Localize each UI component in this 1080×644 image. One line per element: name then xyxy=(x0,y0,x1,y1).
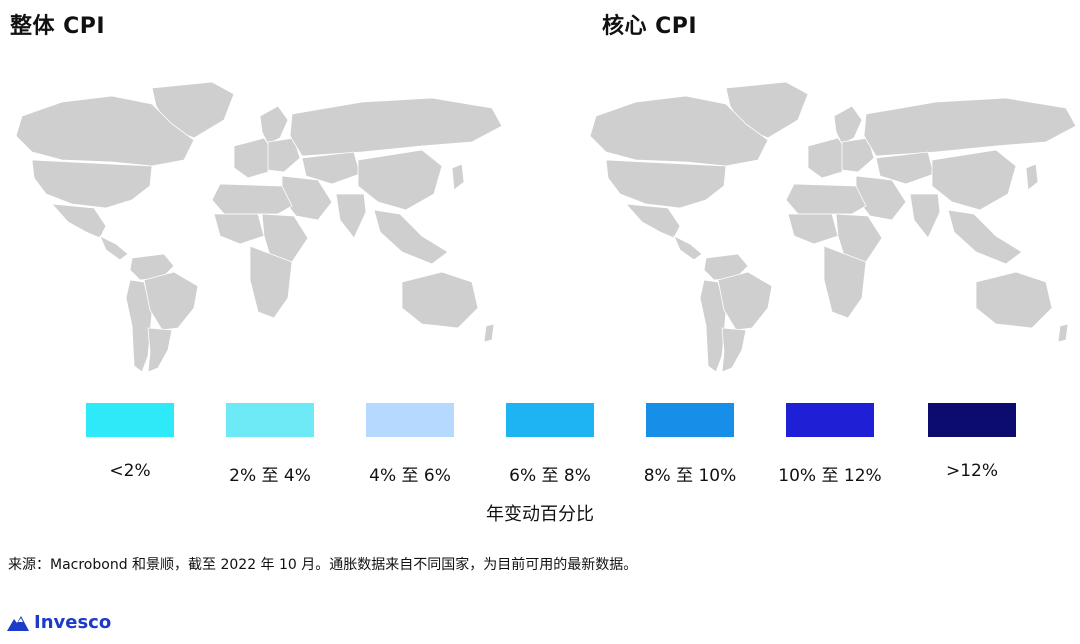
core-region-mexico xyxy=(625,203,681,239)
core-region-japan xyxy=(1025,163,1039,191)
core-cpi-map xyxy=(589,81,1077,373)
core-region-southeast-asia xyxy=(947,209,1023,265)
core-region-brazil xyxy=(717,271,773,331)
core-region-russia xyxy=(863,97,1077,157)
legend-label-0: <2% xyxy=(109,461,151,481)
legend-label-6: >12% xyxy=(945,461,999,481)
legend-caption: 年变动百分比 xyxy=(486,504,594,525)
headline-region-japan xyxy=(451,163,465,191)
core-region-india xyxy=(909,193,941,239)
headline-region-scandinavia xyxy=(259,105,289,145)
core-cpi-title: 核心 CPI xyxy=(602,14,698,39)
headline-region-eastern-europe xyxy=(267,137,301,173)
core-region-west-africa xyxy=(787,213,839,245)
legend-label-3: 6% 至 8% xyxy=(509,466,591,486)
headline-region-india xyxy=(335,193,367,239)
headline-region-southern-africa xyxy=(249,245,293,319)
headline-region-australia xyxy=(401,271,479,329)
core-region-australia xyxy=(975,271,1053,329)
headline-cpi-title: 整体 CPI xyxy=(10,14,106,39)
source-note: 来源：Macrobond 和景顺，截至 2022 年 10 月。通胀数据来自不同… xyxy=(8,557,638,573)
headline-region-central-america xyxy=(99,235,129,261)
brand-logo: Invesco xyxy=(6,612,111,633)
legend-swatch-2 xyxy=(366,403,454,437)
legend-swatch-3 xyxy=(506,403,594,437)
core-region-nz xyxy=(1057,323,1069,343)
headline-region-nz xyxy=(483,323,495,343)
core-region-western-europe xyxy=(807,137,849,179)
headline-region-western-europe xyxy=(233,137,275,179)
core-region-central-america xyxy=(673,235,703,261)
headline-region-china xyxy=(357,149,443,211)
legend-label-2: 4% 至 6% xyxy=(369,466,451,486)
headline-region-southeast-asia xyxy=(373,209,449,265)
headline-region-west-africa xyxy=(213,213,265,245)
headline-region-brazil xyxy=(143,271,199,331)
core-region-argentina xyxy=(721,327,747,373)
legend-swatch-0 xyxy=(86,403,174,437)
core-region-southern-africa xyxy=(823,245,867,319)
core-region-usa xyxy=(605,159,727,209)
legend-label-4: 8% 至 10% xyxy=(643,466,737,486)
invesco-mountain-icon xyxy=(7,615,29,631)
legend-label-1: 2% 至 4% xyxy=(229,466,311,486)
legend-swatch-1 xyxy=(226,403,314,437)
headline-region-middle-east xyxy=(281,175,333,221)
headline-region-north-africa xyxy=(211,183,293,215)
headline-region-usa xyxy=(31,159,153,209)
core-region-china xyxy=(931,149,1017,211)
core-region-middle-east xyxy=(855,175,907,221)
headline-region-canada xyxy=(15,95,195,167)
headline-cpi-map xyxy=(15,81,503,373)
legend-label-5: 10% 至 12% xyxy=(778,466,882,486)
headline-region-russia xyxy=(289,97,503,157)
legend-swatch-6 xyxy=(928,403,1016,437)
core-region-eastern-europe xyxy=(841,137,875,173)
core-region-canada xyxy=(589,95,769,167)
legend-swatch-4 xyxy=(646,403,734,437)
headline-region-argentina xyxy=(147,327,173,373)
core-region-central-asia xyxy=(875,151,935,185)
legend-swatch-5 xyxy=(786,403,874,437)
headline-region-mexico xyxy=(51,203,107,239)
core-region-scandinavia xyxy=(833,105,863,145)
headline-region-central-asia xyxy=(301,151,361,185)
core-region-north-africa xyxy=(785,183,867,215)
brand-name: Invesco xyxy=(34,612,112,633)
